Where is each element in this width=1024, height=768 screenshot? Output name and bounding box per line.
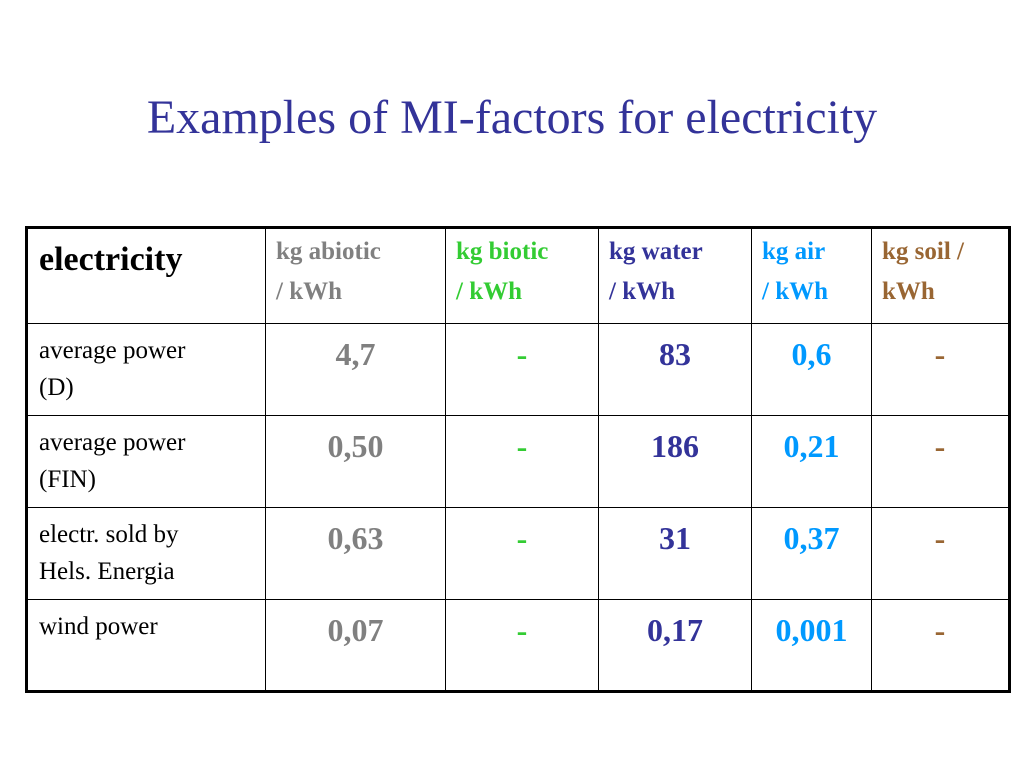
soil-value: - <box>934 520 946 556</box>
header-cell-electricity: electricity <box>26 227 266 324</box>
air-value: 0,37 <box>783 520 840 556</box>
header-cell-biotic: kg biotic / kWh <box>445 227 599 324</box>
header-biotic-label: kg biotic / kWh <box>456 238 549 305</box>
biotic-value: - <box>516 336 528 372</box>
abiotic-value: 0,63 <box>327 520 384 556</box>
water-value: 83 <box>659 336 691 372</box>
air-value: 0,6 <box>791 336 832 372</box>
soil-value: - <box>934 612 946 648</box>
air-value: 0,001 <box>775 612 848 648</box>
header-cell-soil: kg soil / kWh <box>871 227 1010 324</box>
abiotic-value: 4,7 <box>335 336 376 372</box>
abiotic-value: 0,07 <box>327 612 384 648</box>
row-label: average power (FIN) <box>39 429 186 493</box>
water-value: 0,17 <box>647 612 703 648</box>
header-corner-label: electricity <box>39 241 183 278</box>
table-row: average power (FIN) 0,50 - 186 0,21 - <box>26 415 1010 508</box>
header-abiotic-label: kg abiotic / kWh <box>276 238 381 305</box>
header-cell-air: kg air / kWh <box>751 227 872 324</box>
slide-title: Examples of MI-factors for electricity <box>146 91 878 144</box>
table-row: average power (D) 4,7 - 83 0,6 - <box>26 323 1010 416</box>
soil-value: - <box>934 428 946 464</box>
header-cell-abiotic: kg abiotic / kWh <box>265 227 446 324</box>
water-value: 186 <box>651 428 699 464</box>
biotic-value: - <box>516 612 528 648</box>
biotic-value: - <box>516 428 528 464</box>
header-air-label: kg air / kWh <box>762 238 829 305</box>
header-water-label: kg water / kWh <box>609 238 703 305</box>
mi-factors-table: electricity kg abiotic / kWh kg biotic / k… <box>25 226 1011 693</box>
header-cell-water: kg water / kWh <box>598 227 752 324</box>
row-label: average power (D) <box>39 337 186 401</box>
row-label: electr. sold by Hels. Energia <box>39 521 179 585</box>
biotic-value: - <box>516 520 528 556</box>
header-soil-label: kg soil / kWh <box>882 238 964 305</box>
air-value: 0,21 <box>783 428 840 464</box>
abiotic-value: 0,50 <box>327 428 384 464</box>
row-label: wind power <box>39 613 158 640</box>
table-row: electr. sold by Hels. Energia 0,63 - 31 0… <box>26 507 1010 600</box>
table-row: wind power 0,07 - 0,17 0,001 - <box>26 599 1010 692</box>
water-value: 31 <box>659 520 691 556</box>
table-header-row: electricity kg abiotic / kWh kg biotic / k… <box>26 227 1010 324</box>
soil-value: - <box>934 336 946 372</box>
